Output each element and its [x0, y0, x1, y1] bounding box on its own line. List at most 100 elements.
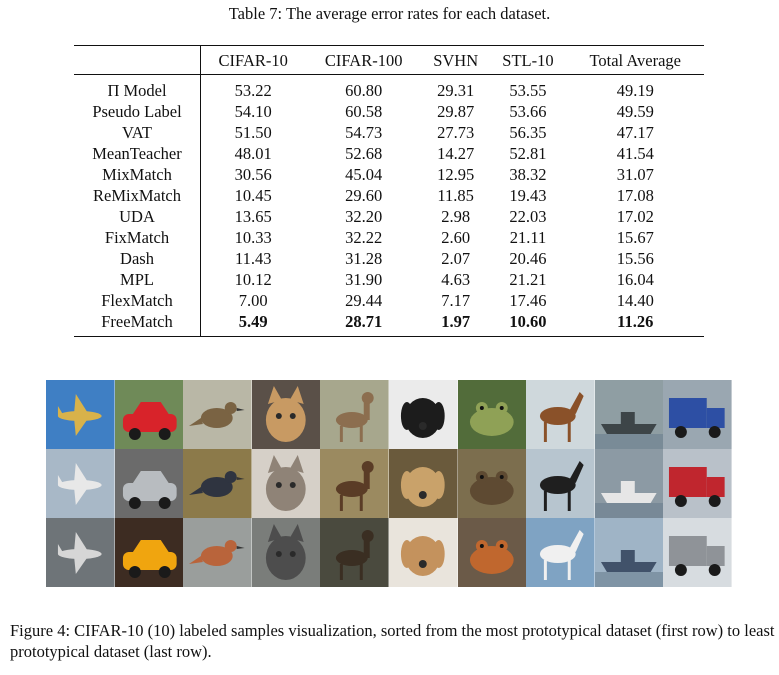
error-rate-cell: 56.35: [509, 123, 547, 142]
error-rate-cell: 60.80: [345, 81, 383, 100]
automobile-sample-image: [114, 518, 184, 587]
deer-sample-image: [320, 518, 389, 587]
table-row: FlexMatch 7.00 29.44 7.17 17.46 14.40: [74, 290, 704, 311]
method-name: FreeMatch: [74, 311, 201, 337]
table-row: Pseudo Label 54.10 60.58 29.87 53.66 49.59: [74, 101, 704, 122]
error-rate-cell: 7.17: [441, 291, 471, 310]
frog-sample-image: [457, 380, 527, 449]
table-row: Π Model 53.22 60.80 29.31 53.55 49.19: [74, 74, 704, 101]
deer-sample-image: [320, 380, 389, 449]
truck-sample-image: [663, 449, 732, 518]
header-cifar10: CIFAR-10: [218, 51, 288, 70]
error-rate-cell: 21.21: [509, 270, 547, 289]
error-rate-cell: 54.10: [234, 102, 272, 121]
method-name: MeanTeacher: [74, 143, 201, 164]
error-rate-cell: 10.45: [234, 186, 272, 205]
header-method: [74, 45, 201, 75]
truck-sample-image: [663, 518, 732, 587]
dog-sample-image: [388, 518, 458, 587]
error-rate-cell: 60.58: [345, 102, 383, 121]
error-rate-cell: 51.50: [234, 123, 272, 142]
error-rate-cell: 48.01: [234, 144, 272, 163]
table-body: Π Model 53.22 60.80 29.31 53.55 49.19 Pseudo L…: [74, 74, 704, 337]
error-rate-cell: 49.19: [616, 81, 654, 100]
error-rate-cell: 22.03: [509, 207, 547, 226]
error-rate-cell: 47.17: [616, 123, 654, 142]
error-rate-cell: 13.65: [234, 207, 272, 226]
error-rate-cell: 15.56: [616, 249, 654, 268]
error-rate-cell: 16.04: [616, 270, 654, 289]
method-name: MPL: [74, 269, 201, 290]
bird-sample-image: [183, 518, 252, 587]
table-row: MixMatch 30.56 45.04 12.95 38.32 31.07: [74, 164, 704, 185]
horse-sample-image: [526, 518, 595, 587]
figure-caption: Figure 4: CIFAR-10 (10) labeled samples …: [10, 621, 775, 661]
header-stl10: STL-10: [502, 51, 554, 70]
error-rate-cell: 31.28: [345, 249, 383, 268]
error-rate-cell: 29.44: [345, 291, 383, 310]
header-cifar100: CIFAR-100: [324, 51, 403, 70]
error-rate-cell: 28.71: [345, 312, 383, 331]
table-row: VAT 51.50 54.73 27.73 56.35 47.17: [74, 122, 704, 143]
error-rate-cell: 11.26: [617, 312, 654, 331]
error-rate-cell: 41.54: [616, 144, 654, 163]
table-row: ReMixMatch 10.45 29.60 11.85 19.43 17.08: [74, 185, 704, 206]
error-rate-cell: 10.33: [234, 228, 272, 247]
error-rate-cell: 30.56: [234, 165, 272, 184]
cat-sample-image: [251, 380, 321, 449]
error-rate-cell: 53.66: [509, 102, 547, 121]
error-rate-cell: 12.95: [437, 165, 475, 184]
cifar10-sample-grid: [46, 380, 732, 587]
deer-sample-image: [320, 449, 389, 518]
error-rate-cell: 53.22: [234, 81, 272, 100]
table-row: MPL 10.12 31.90 4.63 21.21 16.04: [74, 269, 704, 290]
horse-sample-image: [526, 380, 595, 449]
horse-sample-image: [526, 449, 595, 518]
error-rate-cell: 52.68: [345, 144, 383, 163]
table-row: FreeMatch 5.49 28.71 1.97 10.60 11.26: [74, 311, 704, 337]
method-name: FlexMatch: [74, 290, 201, 311]
method-name: UDA: [74, 206, 201, 227]
header-svhn: SVHN: [433, 51, 479, 70]
error-rate-cell: 2.98: [441, 207, 471, 226]
error-rate-cell: 17.46: [509, 291, 547, 310]
table-row: UDA 13.65 32.20 2.98 22.03 17.02: [74, 206, 704, 227]
ship-sample-image: [594, 449, 664, 518]
error-rate-cell: 2.60: [441, 228, 471, 247]
error-rate-cell: 32.22: [345, 228, 383, 247]
method-name: MixMatch: [74, 164, 201, 185]
error-rate-cell: 21.11: [509, 228, 547, 247]
frog-sample-image: [457, 518, 527, 587]
error-rate-cell: 11.85: [437, 186, 474, 205]
error-rate-cell: 29.31: [437, 81, 475, 100]
airplane-sample-image: [46, 518, 115, 587]
error-rate-cell: 20.46: [509, 249, 547, 268]
table-row: FixMatch 10.33 32.22 2.60 21.11 15.67: [74, 227, 704, 248]
truck-sample-image: [663, 380, 732, 449]
table-row: Dash 11.43 31.28 2.07 20.46 15.56: [74, 248, 704, 269]
table-caption: Table 7: The average error rates for eac…: [228, 4, 551, 23]
error-rate-cell: 15.67: [616, 228, 654, 247]
error-rate-cell: 52.81: [509, 144, 547, 163]
method-name: VAT: [74, 122, 201, 143]
error-rate-cell: 10.60: [509, 312, 547, 331]
method-name: Pseudo Label: [74, 101, 201, 122]
error-rate-cell: 49.59: [616, 102, 654, 121]
error-rate-cell: 1.97: [441, 312, 471, 331]
error-rate-cell: 11.43: [234, 249, 272, 268]
error-rate-cell: 14.40: [616, 291, 654, 310]
error-rate-cell: 17.02: [616, 207, 654, 226]
error-rate-cell: 17.08: [616, 186, 654, 205]
error-rate-cell: 5.49: [238, 312, 268, 331]
bird-sample-image: [183, 380, 252, 449]
error-rate-cell: 2.07: [441, 249, 471, 268]
method-name: FixMatch: [74, 227, 201, 248]
method-name: Dash: [74, 248, 201, 269]
error-rates-table: CIFAR-10 CIFAR-100 SVHN STL-10 Total Ave…: [74, 45, 704, 337]
dog-sample-image: [388, 380, 458, 449]
error-rate-cell: 32.20: [345, 207, 383, 226]
automobile-sample-image: [114, 380, 184, 449]
error-rate-cell: 45.04: [345, 165, 383, 184]
error-rate-cell: 31.07: [616, 165, 654, 184]
table-header-row: CIFAR-10 CIFAR-100 SVHN STL-10 Total Ave…: [74, 45, 704, 75]
